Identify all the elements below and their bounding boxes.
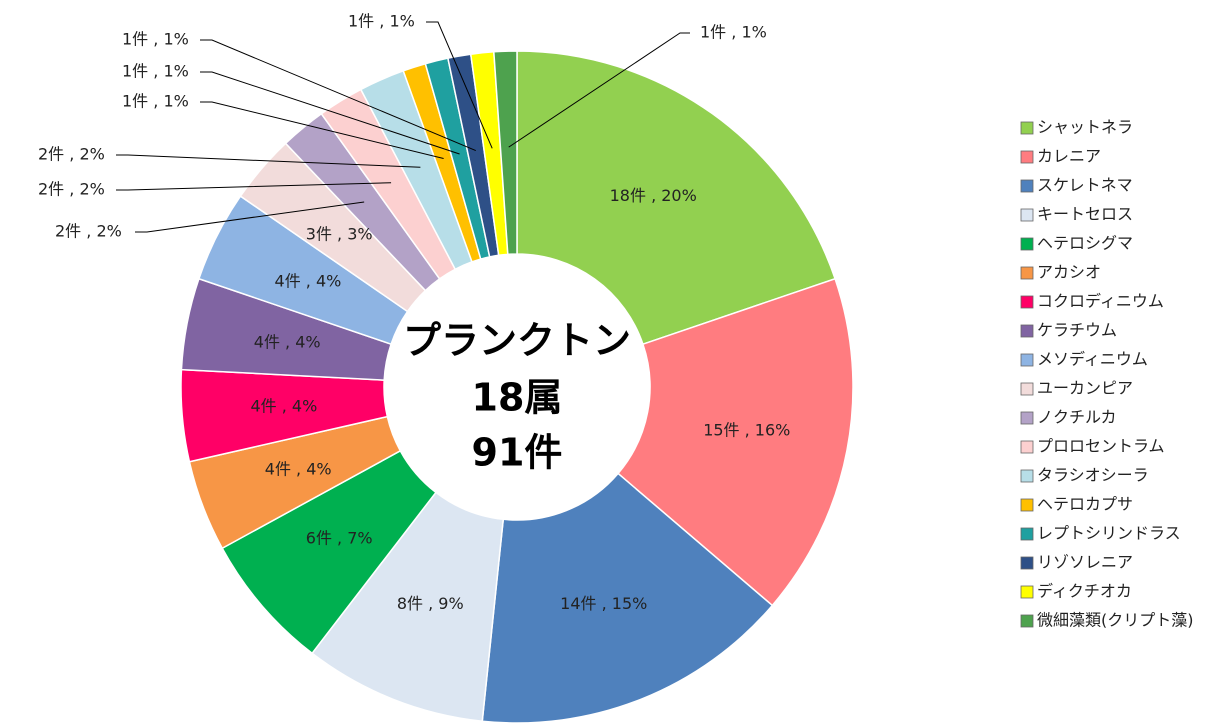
leader-line	[116, 154, 421, 168]
legend-swatch	[1020, 324, 1034, 338]
legend-label: リゾソレニア	[1037, 553, 1133, 572]
legend-swatch	[1020, 150, 1034, 164]
data-label: 4件 , 4%	[275, 271, 342, 290]
leader-line	[116, 182, 392, 191]
legend-label: レプトシリンドラス	[1037, 524, 1181, 543]
legend-label: 微細藻類(クリプト藻)	[1037, 611, 1194, 630]
legend-swatch	[1020, 353, 1034, 367]
leader-line	[426, 21, 493, 149]
legend-label: シャットネラ	[1037, 118, 1133, 137]
slice	[617, 277, 854, 607]
data-label: 4件 , 4%	[250, 397, 317, 416]
center-title: 91件	[472, 431, 563, 475]
data-label: 15件 , 16%	[703, 421, 790, 440]
data-label: 1件 , 1%	[122, 92, 189, 111]
slice	[493, 50, 518, 256]
data-label: 2件 , 2%	[55, 222, 122, 241]
center-title: プランクトン	[403, 319, 631, 363]
data-label: 8件 , 9%	[397, 594, 464, 613]
legend-label: タラシオシーラ	[1037, 466, 1149, 485]
legend-swatch	[1020, 295, 1034, 309]
legend-swatch	[1020, 556, 1034, 570]
legend-swatch	[1020, 614, 1034, 628]
legend-label: プロロセントラム	[1037, 437, 1165, 456]
data-label: 1件 , 1%	[122, 62, 189, 81]
data-label: 6件 , 7%	[306, 529, 373, 548]
legend-swatch	[1020, 585, 1034, 599]
data-label: 2件 , 2%	[38, 180, 105, 199]
data-label: 2件 , 2%	[38, 145, 105, 164]
data-label: 1件 , 1%	[700, 23, 767, 42]
legend-swatch	[1020, 411, 1034, 425]
legend-label: ユーカンピア	[1037, 379, 1133, 398]
legend-swatch	[1020, 266, 1034, 280]
legend-swatch	[1020, 237, 1034, 251]
legend-swatch	[1020, 208, 1034, 222]
legend-label: ヘテロカプサ	[1037, 495, 1133, 514]
legend-swatch	[1020, 121, 1034, 135]
legend-label: ノクチルカ	[1037, 408, 1117, 427]
data-label: 3件 , 3%	[306, 224, 373, 243]
legend-swatch	[1020, 179, 1034, 193]
slice	[481, 472, 774, 724]
data-label: 4件 , 4%	[254, 332, 321, 351]
leader-line	[200, 39, 476, 152]
center-title: 18属	[472, 376, 563, 420]
data-label: 4件 , 4%	[265, 459, 332, 478]
slice	[311, 491, 505, 723]
legend-label: カレニア	[1037, 147, 1101, 166]
data-label: 1件 , 1%	[122, 30, 189, 49]
legend-label: スケレトネマ	[1037, 176, 1133, 195]
legend-swatch	[1020, 527, 1034, 541]
data-label: 1件 , 1%	[348, 12, 415, 31]
leader-line	[200, 71, 460, 155]
legend-label: キートセロス	[1037, 205, 1133, 224]
legend-label: コクロディニウム	[1037, 292, 1164, 311]
legend-label: ディクチオカ	[1037, 582, 1132, 601]
legend-swatch	[1020, 440, 1034, 454]
legend-swatch	[1020, 469, 1034, 483]
legend-label: アカシオ	[1037, 263, 1101, 282]
leader-line	[508, 32, 690, 148]
leader-line	[135, 201, 365, 233]
legend-label: メソディニウム	[1037, 350, 1148, 369]
legend-label: ヘテロシグマ	[1037, 234, 1133, 253]
leader-line	[200, 101, 444, 159]
data-label: 14件 , 15%	[560, 594, 647, 613]
legend-swatch	[1020, 382, 1034, 396]
slice	[516, 50, 837, 346]
legend-swatch	[1020, 498, 1034, 512]
data-label: 18件 , 20%	[610, 186, 697, 205]
legend-label: ケラチウム	[1037, 321, 1117, 340]
